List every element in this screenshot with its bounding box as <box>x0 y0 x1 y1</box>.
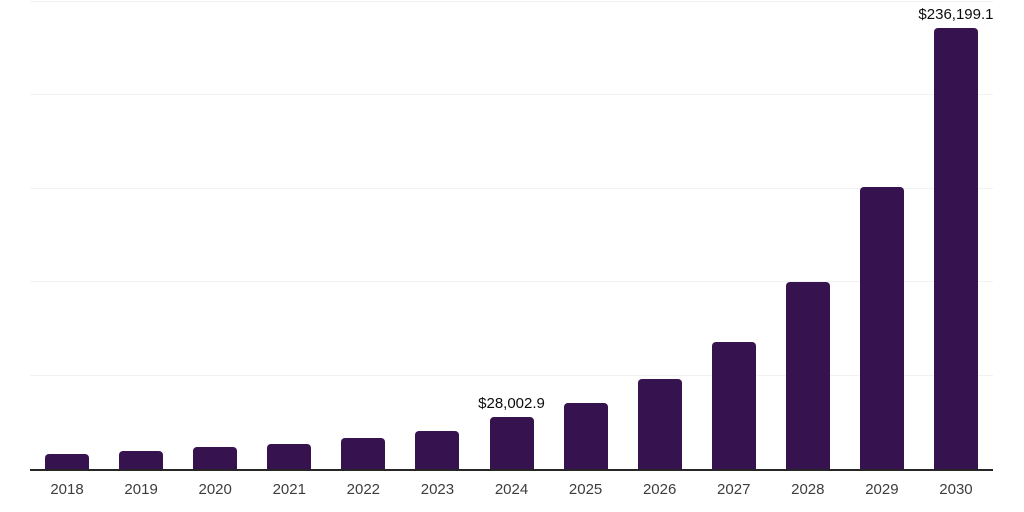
bar-2026 <box>637 378 682 469</box>
bar-2021 <box>267 443 312 469</box>
bar-value-label-2030: $236,199.1 <box>918 5 994 23</box>
x-tick-label-2027: 2027 <box>717 481 751 498</box>
bar-2019 <box>119 450 164 469</box>
bar-2028 <box>785 282 830 469</box>
gridline <box>30 281 993 283</box>
bar-2022 <box>341 438 386 469</box>
bar-slot <box>104 2 178 469</box>
x-axis-labels: 2018 2019 2020 2021 2022 2023 2024 2025 2026 2027… <box>30 480 993 499</box>
bar-slot <box>697 2 771 469</box>
bar-2024: $28,002.9 <box>478 395 545 469</box>
bar-slot <box>400 2 474 469</box>
x-tick-label-2028: 2028 <box>791 481 825 498</box>
bar-slot <box>771 2 845 469</box>
x-tick-label-2029: 2029 <box>865 481 899 498</box>
x-tick-label-2021: 2021 <box>272 481 306 498</box>
x-tick-label-2030: 2030 <box>939 481 973 498</box>
x-tick-label-2022: 2022 <box>346 481 381 498</box>
bar-slot <box>845 2 919 469</box>
bar-slot <box>549 2 623 469</box>
bar-slot <box>326 2 400 469</box>
bar-2025 <box>563 402 608 469</box>
bar-slot <box>623 2 697 469</box>
bar-slot: $28,002.9 <box>474 2 548 469</box>
plot-area: $28,002.9 $236,199.1 <box>30 1 994 471</box>
gridline <box>30 1 993 2</box>
bar-slot <box>252 2 326 469</box>
bar-2018 <box>45 453 90 469</box>
bar-2027 <box>711 341 756 469</box>
gridline <box>30 94 993 96</box>
bar-2020 <box>193 446 238 469</box>
bars-container: $28,002.9 $236,199.1 <box>30 2 994 469</box>
bar-2023 <box>415 430 460 469</box>
x-tick-label-2018: 2018 <box>50 481 84 498</box>
x-tick-label-2024: 2024 <box>494 481 529 498</box>
gridline <box>30 374 993 376</box>
x-tick-label-2019: 2019 <box>124 481 158 498</box>
bar-slot <box>30 2 104 469</box>
bar-slot <box>178 2 252 469</box>
bar-2030: $236,199.1 <box>918 6 994 469</box>
bar-value-label-2024: $28,002.9 <box>478 394 545 412</box>
bar-2029 <box>859 186 904 469</box>
x-tick-label-2026: 2026 <box>642 481 677 498</box>
x-tick-label-2025: 2025 <box>568 481 603 498</box>
x-tick-label-2023: 2023 <box>420 481 455 498</box>
bar-slot: $236,199.1 <box>918 2 994 469</box>
x-tick-label-2020: 2020 <box>198 481 232 498</box>
gridline <box>30 187 993 189</box>
